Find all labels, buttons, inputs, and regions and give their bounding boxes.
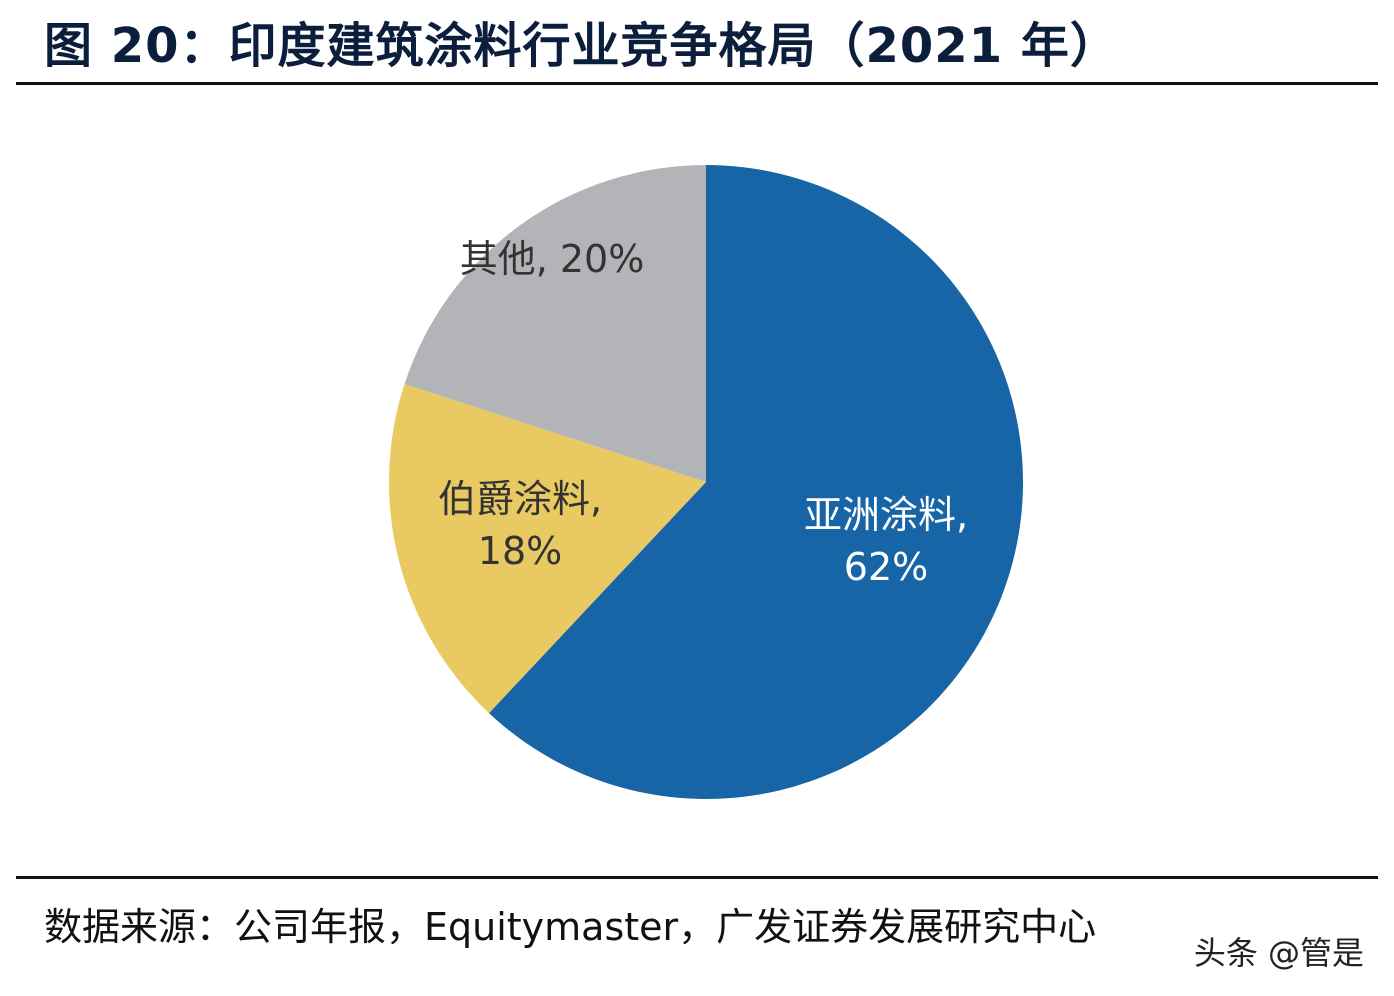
pie-slice-1 (488, 165, 1024, 799)
slice-label-3: 其他, 20% (460, 237, 645, 281)
source-note: 数据来源：公司年报，Equitymaster，广发证券发展研究中心 (44, 905, 1097, 949)
bottom-rule (16, 876, 1378, 879)
watermark: 头条 @管是 (1193, 934, 1364, 972)
slice-label-1: 亚洲涂料, (804, 493, 968, 537)
slice-value-label-2: 18% (478, 529, 562, 573)
pie-chart: 亚洲涂料, 62% 伯爵涂料, 18% 其他, 20% (389, 165, 1024, 799)
slice-label-2: 伯爵涂料, (438, 477, 602, 521)
slice-value-label-1: 62% (844, 545, 928, 589)
pie-slice-2 (389, 384, 706, 714)
chart-title: 图 20：印度建筑涂料行业竞争格局（2021 年） (44, 18, 1119, 74)
pie-slice-3 (404, 165, 706, 482)
top-rule (16, 82, 1378, 85)
